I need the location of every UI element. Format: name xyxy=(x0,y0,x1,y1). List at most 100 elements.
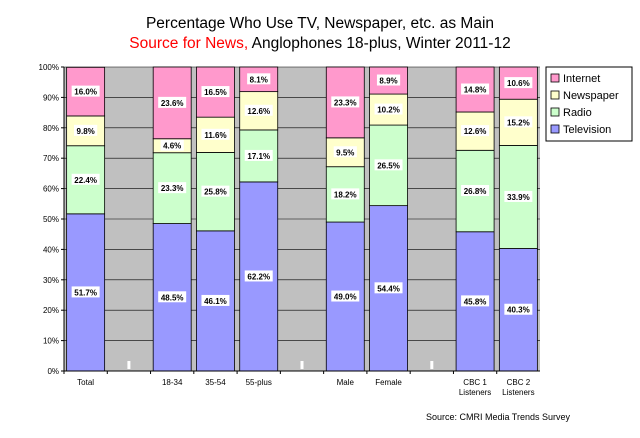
data-label: 18.2% xyxy=(334,190,357,199)
data-label-background xyxy=(331,96,360,108)
data-label-background xyxy=(244,104,273,116)
data-label: 16.0% xyxy=(74,88,97,97)
data-label: 22.4% xyxy=(74,176,97,185)
data-label: 23.3% xyxy=(334,98,357,107)
data-label: 10.2% xyxy=(377,106,400,115)
y-tick-label: 80% xyxy=(43,124,59,133)
data-label-background xyxy=(201,185,230,197)
data-label: 33.9% xyxy=(507,193,530,202)
source-note: Source: CMRI Media Trends Survey xyxy=(425,412,570,422)
chart-title: Percentage Who Use TV, Newspaper, etc. a… xyxy=(0,14,640,54)
x-tick-label: CBC 1 xyxy=(463,378,487,387)
x-axis-labels: Total 18-34 35-54 55-plus Male Female CBC 1Lis… xyxy=(63,371,535,397)
data-label: 46.1% xyxy=(204,297,227,306)
data-label-background xyxy=(504,77,533,89)
data-label: 9.8% xyxy=(77,127,95,136)
data-label-background xyxy=(71,286,100,298)
data-label: 9.5% xyxy=(336,148,354,157)
data-label: 45.8% xyxy=(464,297,487,306)
data-label: 51.7% xyxy=(74,288,97,297)
data-label-background xyxy=(461,185,490,197)
data-label: 49.0% xyxy=(334,293,357,302)
data-label-background xyxy=(461,295,490,307)
legend-label-internet: Internet xyxy=(563,73,600,85)
legend-label-television: Television xyxy=(563,124,611,136)
data-label: 26.8% xyxy=(464,187,487,196)
y-tick-label: 50% xyxy=(43,215,59,224)
data-label: 62.2% xyxy=(247,272,270,281)
data-label-background xyxy=(461,125,490,137)
data-label: 25.8% xyxy=(204,188,227,197)
data-label: 4.6% xyxy=(163,142,181,151)
data-label-background xyxy=(374,159,403,171)
legend: Internet Newspaper Radio Television xyxy=(545,66,633,142)
data-label-background xyxy=(71,173,100,185)
title-line-2: Source for News, Anglophones 18-plus, Wi… xyxy=(0,34,640,54)
x-tick-label: Listeners xyxy=(502,388,534,397)
data-label: 17.1% xyxy=(247,152,270,161)
title-rest: Anglophones 18-plus, Winter 2011-12 xyxy=(248,35,511,52)
data-label: 8.9% xyxy=(379,77,397,86)
data-label-background xyxy=(333,146,357,158)
data-label-background xyxy=(244,270,273,282)
data-label-background xyxy=(158,291,187,303)
data-label-background xyxy=(504,116,533,128)
data-label-background xyxy=(331,188,360,200)
x-tick-label: CBC 2 xyxy=(507,378,531,387)
y-tick-label: 20% xyxy=(43,306,59,315)
y-tick-label: 30% xyxy=(43,276,59,285)
data-label: 16.5% xyxy=(204,88,227,97)
data-label: 12.6% xyxy=(247,107,270,116)
data-label: 23.6% xyxy=(161,99,184,108)
y-axis-ticks: 0% 10% 20% 30% 40% 50% 60% 70% 80% 90% 100% xyxy=(39,63,64,376)
data-label-background xyxy=(201,86,230,98)
y-tick-label: 60% xyxy=(43,185,59,194)
data-label-background xyxy=(201,128,230,140)
data-label-background xyxy=(376,74,401,86)
data-label-background xyxy=(504,303,533,315)
data-label: 12.6% xyxy=(464,127,487,136)
data-label-background xyxy=(374,103,403,115)
x-tick-label: 18-34 xyxy=(162,378,183,387)
y-tick-label: 10% xyxy=(43,337,59,346)
data-label-background xyxy=(201,294,230,306)
y-tick-label: 70% xyxy=(43,154,59,163)
data-label-background xyxy=(71,85,100,97)
data-label: 10.6% xyxy=(507,79,530,88)
gap-marker xyxy=(430,361,434,369)
data-label: 26.5% xyxy=(377,161,400,170)
data-label-background xyxy=(331,290,360,302)
data-label: 11.6% xyxy=(204,131,226,140)
title-highlight: Source for News, xyxy=(129,35,249,52)
data-label-background xyxy=(461,83,490,95)
y-tick-label: 40% xyxy=(43,245,59,254)
data-label: 14.8% xyxy=(464,85,487,94)
legend-box xyxy=(545,66,633,142)
data-label-background xyxy=(247,73,271,85)
data-label-background xyxy=(244,149,273,161)
legend-swatch-internet xyxy=(550,73,560,83)
data-label: 54.4% xyxy=(377,284,400,293)
legend-label-radio: Radio xyxy=(563,107,592,119)
data-labels: 51.7% 22.4% 9.8% 16.0% 48.5% 23.3% 4.6% 23.6% 46… xyxy=(71,73,533,315)
x-tick-label: Total xyxy=(77,378,94,387)
legend-swatch-television xyxy=(550,124,560,134)
data-label: 23.3% xyxy=(161,184,184,193)
x-tick-label: 55-plus xyxy=(246,378,272,387)
y-tick-label: 100% xyxy=(39,63,59,72)
x-tick-label: Listeners xyxy=(459,388,491,397)
data-label-background xyxy=(158,182,187,194)
data-label: 48.5% xyxy=(161,293,184,302)
title-line-1: Percentage Who Use TV, Newspaper, etc. a… xyxy=(145,15,495,32)
legend-label-newspaper: Newspaper xyxy=(563,90,619,102)
data-label: 8.1% xyxy=(250,75,268,84)
x-tick-label: Female xyxy=(375,378,402,387)
x-tick-label: Male xyxy=(337,378,355,387)
gap-marker xyxy=(127,361,131,369)
data-label-background xyxy=(374,282,403,294)
data-label-background xyxy=(158,96,187,108)
data-label-background xyxy=(160,139,184,151)
data-label: 40.3% xyxy=(507,306,530,315)
data-label-background xyxy=(504,190,533,202)
